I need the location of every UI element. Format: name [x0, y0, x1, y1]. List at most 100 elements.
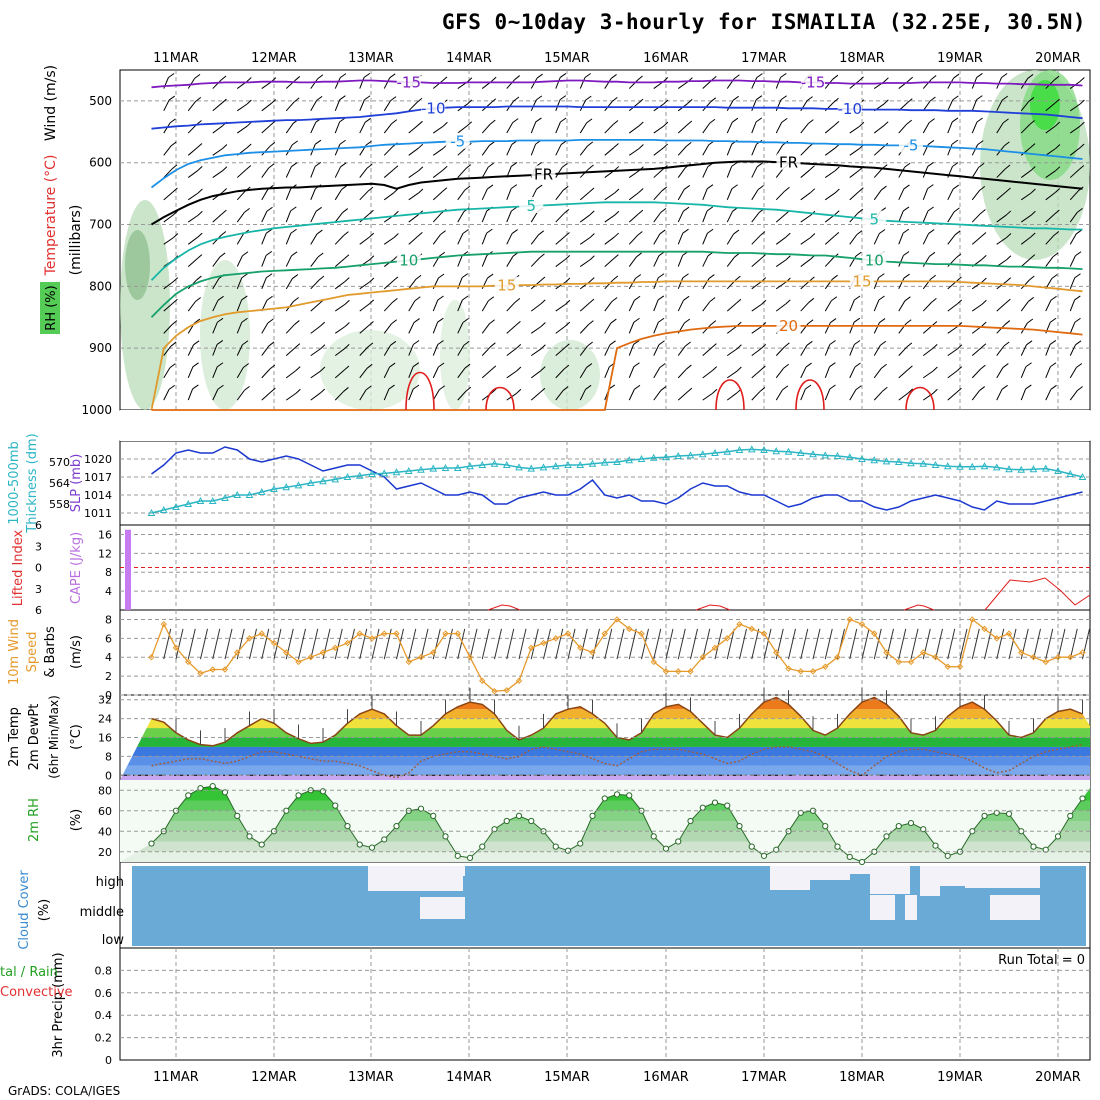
wind-barb	[628, 192, 640, 201]
millibars-axis-label: (millibars)	[68, 205, 84, 276]
rh-marker	[344, 823, 351, 830]
wind10-marker	[1030, 654, 1037, 661]
wind-barb-flag	[1029, 254, 1036, 259]
wind-barb	[579, 237, 591, 245]
wind-barb-flag	[685, 141, 692, 147]
wind-barb-flag	[1054, 98, 1060, 104]
wind-barb	[677, 345, 686, 356]
wind-barb-flag	[465, 386, 472, 392]
wind-barb	[530, 121, 537, 134]
wind-barb	[947, 234, 956, 245]
wind-barb	[187, 388, 194, 401]
wind-barb	[604, 101, 613, 112]
isotherm-label: -5	[450, 133, 465, 151]
rh-marker	[797, 809, 804, 816]
wind-barb	[996, 214, 1007, 223]
wind-barb	[653, 277, 659, 290]
wind-barb-flag	[440, 230, 446, 236]
thickness-marker	[515, 463, 523, 471]
wind-barb-flag	[320, 344, 326, 350]
wind-barb-flag	[782, 385, 789, 391]
rh-marker	[466, 854, 474, 862]
isotherm-line	[151, 105, 1083, 130]
rh-marker	[430, 812, 437, 819]
thickness-marker	[502, 460, 511, 468]
wind-barb-flag	[856, 230, 863, 236]
wind-barb	[212, 235, 222, 245]
wind10-barb	[261, 628, 270, 660]
wind-barb-flag	[735, 275, 741, 281]
wind-barb	[506, 233, 513, 245]
wind-barb	[824, 124, 835, 134]
wind-barb-flag	[539, 276, 546, 282]
rh-marker	[479, 843, 486, 850]
wind-barb-flag	[932, 388, 938, 394]
rh-marker	[589, 812, 596, 819]
wind-barb-flag	[756, 73, 763, 79]
wind-barb	[457, 125, 468, 134]
thickness-marker	[196, 496, 205, 504]
wind-barb-flag	[589, 210, 595, 216]
wind-barb	[800, 388, 806, 401]
rh-shade	[1030, 80, 1060, 130]
wind-barb-flag	[491, 76, 497, 82]
wind-barb	[702, 347, 713, 356]
thickness-marker	[931, 460, 940, 468]
wind-barb-flag	[661, 186, 668, 192]
wind-barb	[261, 146, 271, 156]
chart-title: GFS 0~10day 3-hourly for ISMAILIA (32.25…	[441, 10, 1086, 34]
wind10-barb	[494, 628, 502, 660]
wind-barb-flag	[834, 120, 840, 126]
wind-barb-flag	[170, 141, 177, 147]
wind-barb-flag	[1004, 164, 1011, 170]
wind-barb	[849, 169, 860, 178]
wind10-barb	[1033, 628, 1041, 660]
wind-barb-flag	[464, 363, 471, 369]
wind10-marker	[785, 665, 792, 672]
wind-barb-flag	[368, 209, 374, 215]
wind-barb	[530, 77, 538, 89]
wind-barb	[163, 191, 174, 201]
wind-barb-flag	[1030, 210, 1036, 216]
date-label-bottom: 15MAR	[544, 1070, 590, 1085]
thickness-marker	[894, 457, 903, 465]
wind-barb	[408, 388, 414, 401]
wind-barb-flag	[633, 340, 640, 345]
wind10-barb	[665, 628, 674, 660]
wind-barb-flag	[438, 273, 445, 279]
wind-barb	[555, 190, 564, 201]
wind-barb-flag	[930, 75, 937, 80]
thickness-marker	[551, 462, 560, 470]
wind-barb-flag	[467, 99, 473, 105]
wind10-marker	[1042, 658, 1049, 666]
wind-barb-flag	[246, 143, 252, 149]
wind-barb-flag	[978, 162, 985, 168]
wind-barb-flag	[1028, 297, 1034, 302]
wind-barb-flag	[830, 318, 837, 323]
wind10-marker	[234, 649, 241, 656]
wind-barb	[800, 258, 811, 267]
wind-barb	[873, 367, 882, 379]
wind-barb-flag	[293, 97, 300, 103]
thickness-marker	[968, 462, 977, 470]
wind-barb	[457, 211, 465, 223]
wind-barb-flag	[168, 73, 175, 78]
wind10-barb	[910, 628, 919, 660]
rh-axis-label: RH (%)	[44, 285, 59, 330]
wind-barb	[334, 77, 341, 89]
wind10-marker	[221, 666, 229, 673]
temp-band	[120, 765, 1090, 776]
wind-barb	[898, 392, 909, 401]
wind-barb	[702, 392, 713, 401]
wind-barb	[212, 344, 218, 356]
precip-tick-label: 0.6	[95, 987, 113, 1000]
wind-barb	[236, 212, 245, 223]
wind-barb-flag	[981, 321, 987, 327]
wind-barb	[971, 213, 981, 223]
wind-barb	[310, 256, 319, 267]
temp-tick-label: 32	[98, 694, 112, 707]
wind-barb	[1045, 170, 1056, 178]
wind-barb	[800, 214, 811, 223]
wind-barb-flag	[367, 342, 374, 348]
wind-barb-flag	[513, 96, 520, 102]
